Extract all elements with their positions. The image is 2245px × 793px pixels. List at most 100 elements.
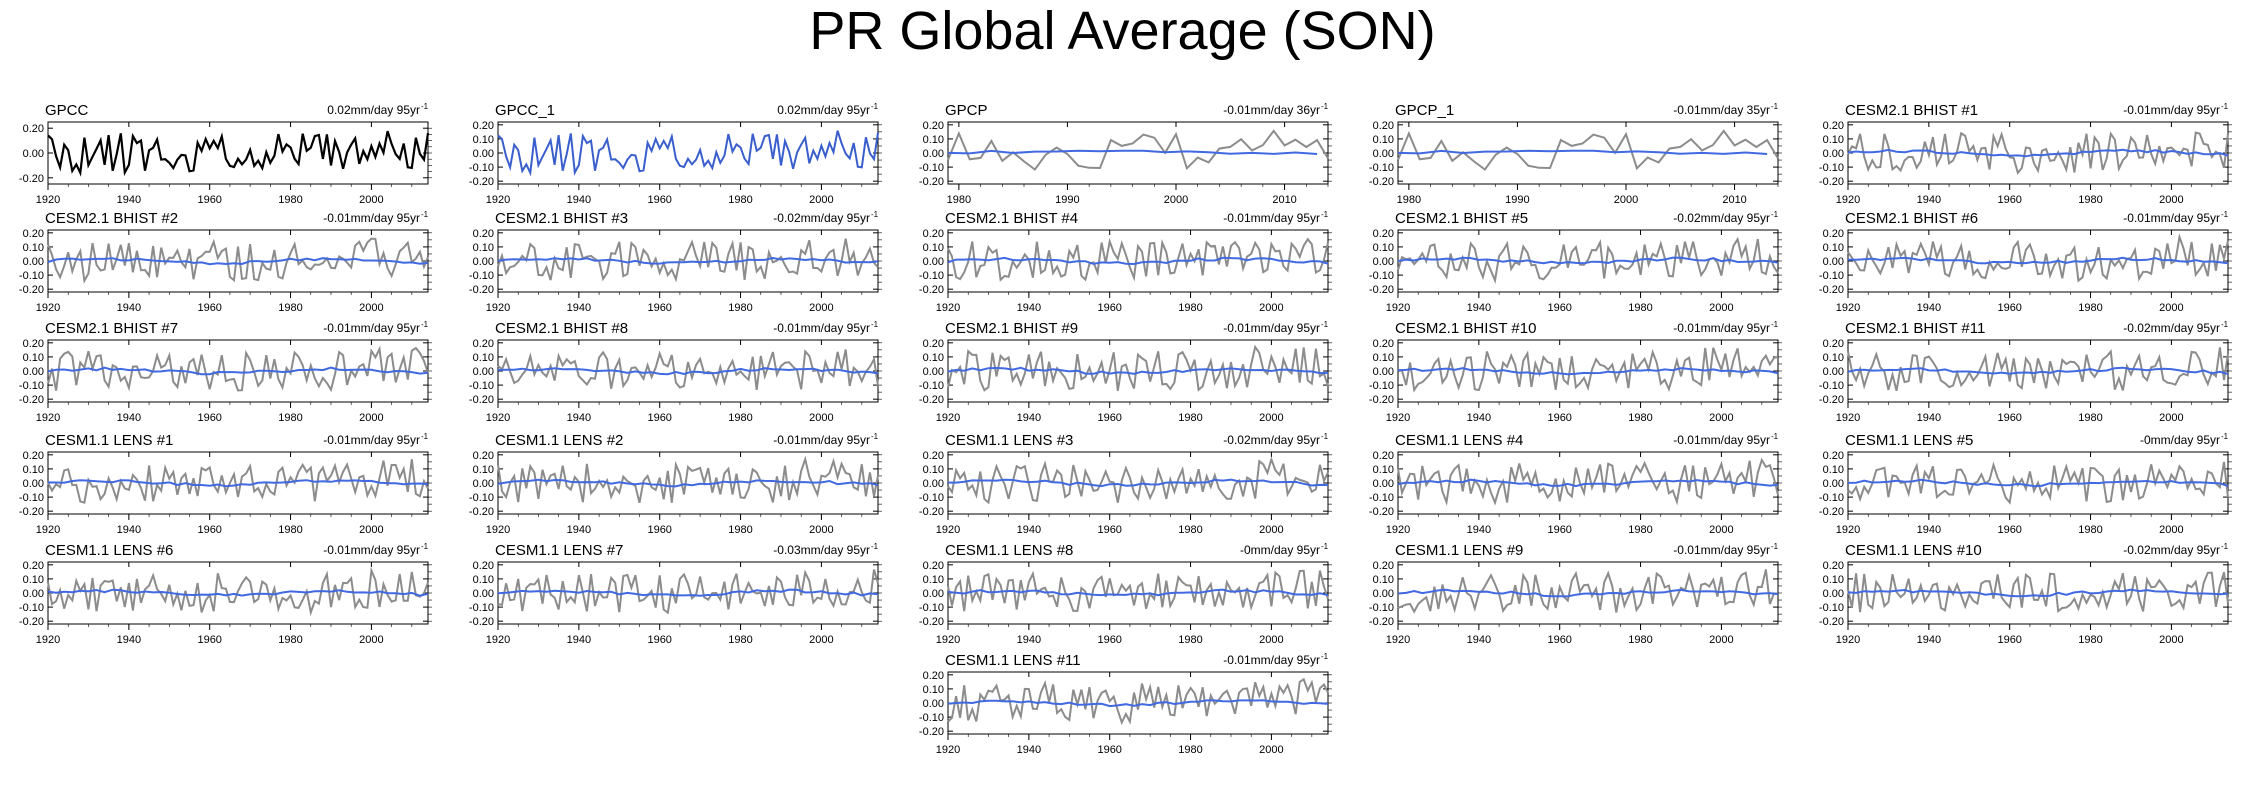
x-tick-label: 1980 [728,412,752,424]
y-tick-label: -0.20 [1369,284,1394,296]
y-tick-label: -0.10 [1819,602,1844,614]
page-title: PR Global Average (SON) [809,1,1436,61]
y-tick-label: 0.10 [1823,134,1844,146]
y-tick-label: -0.10 [1369,492,1394,504]
y-tick-label: 0.20 [23,338,44,350]
y-tick-label: -0.20 [919,506,944,518]
y-tick-label: -0.20 [1819,284,1844,296]
y-tick-label: -0.10 [19,270,44,282]
smoothed-series-line [497,588,879,597]
data-series-line [1397,347,1779,393]
chart-panel: CESM1.1 LENS #2 -0.01mm/day 95yr -1 0.20 0.1… [469,432,882,536]
chart-panel: CESM2.1 BHIST #8 -0.01mm/day 95yr -1 0.20 0.… [469,320,882,424]
y-tick-label: 0.10 [473,574,494,586]
trend-label: -0.03mm/day 95yr [773,543,870,557]
trend-superscript: -1 [1321,432,1329,441]
panel-title: CESM1.1 LENS #6 [45,542,173,559]
y-tick-label: -0.10 [19,380,44,392]
x-tick-label: 1980 [1397,194,1421,206]
x-tick-label: 1960 [1097,634,1121,646]
smoothed-series-line [948,478,1329,488]
y-tick-label: 0.20 [473,120,494,132]
y-tick-label: 0.10 [923,464,944,476]
x-tick-label: 2000 [1259,524,1283,536]
y-tick-label: 0.00 [923,366,944,378]
data-series-line [47,459,429,504]
y-tick-label: 0.10 [23,352,44,364]
x-tick-label: 2010 [1722,194,1746,206]
smoothed-series-line [47,588,429,597]
x-tick-label: 1940 [117,302,141,314]
y-tick-label: 0.20 [1823,450,1844,462]
x-tick-label: 1960 [1547,412,1571,424]
y-tick-label: 0.10 [1373,464,1394,476]
x-tick-label: 1960 [197,302,221,314]
panel-title: CESM2.1 BHIST #3 [495,210,628,227]
trend-label: -0.01mm/day 95yr [323,321,420,335]
chart-panel: CESM1.1 LENS #4 -0.01mm/day 95yr -1 0.20 0.1… [1369,432,1782,536]
trend-superscript: -1 [2221,102,2229,111]
smoothed-series-line [1847,588,2229,598]
data-series-line [497,455,879,504]
x-tick-label: 1980 [2078,194,2102,206]
y-tick-label: 0.00 [1373,366,1394,378]
x-tick-label: 2000 [2159,634,2183,646]
y-tick-label: -0.20 [919,394,944,406]
x-tick-label: 2000 [1709,412,1733,424]
panel-title: CESM1.1 LENS #8 [945,542,1073,559]
y-tick-label: -0.10 [1369,602,1394,614]
y-tick-label: 0.10 [23,242,44,254]
y-tick-label: -0.20 [1819,506,1844,518]
trend-label: -0.02mm/day 95yr [773,211,870,225]
trend-label: -0.01mm/day 95yr [1223,321,1320,335]
x-tick-label: 1920 [36,194,60,206]
y-tick-label: 0.20 [23,123,44,135]
x-tick-label: 1980 [1178,524,1202,536]
x-tick-label: 2000 [359,194,383,206]
trend-superscript: -1 [871,432,879,441]
trend-label: -0.01mm/day 95yr [1673,433,1770,447]
y-tick-label: 0.20 [23,560,44,572]
panel-title: CESM1.1 LENS #1 [45,432,173,449]
smoothed-series-line [1847,478,2229,488]
chart-panel: GPCP -0.01mm/day 36yr -1 0.20 0.10 0.00 -0.10 -… [919,102,1332,206]
trend-label: -0.01mm/day 95yr [323,433,420,447]
y-tick-label: 0.00 [923,148,944,160]
data-series-line [947,456,1329,505]
y-tick-label: 0.20 [1823,560,1844,572]
x-tick-label: 1980 [278,194,302,206]
y-tick-label: 0.10 [923,574,944,586]
y-tick-label: -0.10 [1369,162,1394,174]
x-tick-label: 1980 [1178,744,1202,756]
x-tick-label: 1960 [1997,634,2021,646]
y-tick-label: 0.00 [1823,148,1844,160]
y-tick-label: 0.10 [473,242,494,254]
y-tick-label: 0.20 [923,450,944,462]
x-tick-label: 2000 [2159,524,2183,536]
panel-title: CESM2.1 BHIST #10 [1395,320,1536,337]
plot-frame [497,121,879,185]
trend-label: -0.01mm/day 35yr [1673,103,1770,117]
x-tick-label: 1960 [197,524,221,536]
y-tick-label: -0.20 [1369,394,1394,406]
chart-panel: CESM1.1 LENS #11 -0.01mm/day 95yr -1 0.20 0.… [919,652,1332,756]
y-tick-label: 0.10 [923,352,944,364]
y-tick-label: 0.00 [1823,366,1844,378]
y-tick-label: 0.20 [923,228,944,240]
panel-title: CESM1.1 LENS #4 [1395,432,1523,449]
y-tick-label: 0.10 [923,134,944,146]
trend-superscript: -1 [1771,210,1779,219]
x-tick-label: 1920 [1836,412,1860,424]
trend-label: -0.01mm/day 95yr [1223,211,1320,225]
x-tick-label: 1940 [1467,412,1491,424]
x-tick-label: 1980 [1178,412,1202,424]
y-tick-label: -0.10 [919,712,944,724]
x-tick-label: 1920 [936,634,960,646]
chart-panel: CESM2.1 BHIST #2 -0.01mm/day 95yr -1 0.20 0.… [19,210,432,314]
data-series-line [947,677,1329,726]
trend-superscript: -1 [2221,432,2229,441]
data-series-line [47,566,429,617]
x-tick-label: 2000 [1164,194,1188,206]
smoothed-series-line [497,256,879,265]
x-tick-label: 2000 [809,194,833,206]
